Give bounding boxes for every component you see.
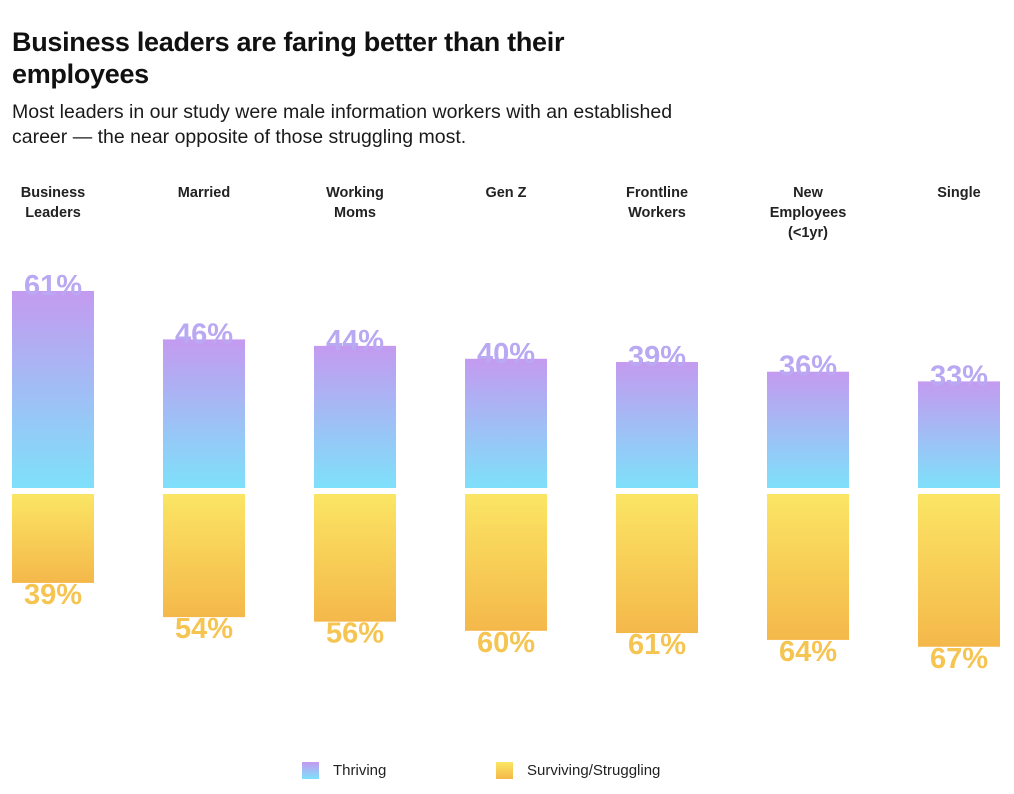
bar-surviving: [918, 494, 1000, 647]
bar-surviving: [767, 494, 849, 640]
bar-surviving: [163, 494, 245, 618]
legend-item-surviving: Surviving/Struggling: [496, 762, 660, 779]
data-label-thriving: 39%: [628, 341, 686, 373]
data-label-surviving: 54%: [175, 613, 233, 645]
data-label-thriving: 40%: [477, 338, 535, 370]
data-label-thriving: 46%: [175, 318, 233, 350]
data-label-surviving: 64%: [779, 636, 837, 668]
category-label: Gen Z: [485, 185, 526, 201]
bar-surviving: [12, 494, 94, 583]
category-label: Business Leaders: [21, 185, 85, 221]
bar-surviving: [314, 494, 396, 622]
bar-thriving: [616, 362, 698, 488]
legend-label-surviving: Surviving/Struggling: [527, 762, 661, 779]
data-label-thriving: 36%: [779, 351, 837, 383]
data-label-surviving: 60%: [477, 627, 535, 659]
bar-thriving: [163, 339, 245, 488]
data-label-surviving: 67%: [930, 643, 988, 675]
bar-thriving: [767, 371, 849, 488]
category-label: Single: [937, 185, 981, 201]
bar-surviving: [616, 494, 698, 634]
chart-title: Business leaders are faring better than …: [12, 27, 565, 89]
data-label-thriving: 44%: [326, 325, 384, 357]
data-label-surviving: 39%: [24, 579, 82, 611]
bar-surviving: [465, 494, 547, 631]
data-label-thriving: 33%: [930, 360, 988, 392]
category-label: New Employees (<1yr): [770, 185, 847, 241]
legend-swatch-surviving: [496, 762, 513, 779]
data-label-thriving: 61%: [24, 270, 82, 302]
data-label-surviving: 56%: [326, 618, 384, 650]
bar-thriving: [314, 345, 396, 488]
data-label-surviving: 61%: [628, 629, 686, 661]
category-label: Working Moms: [326, 185, 384, 221]
category-label: Married: [178, 185, 230, 201]
bar-thriving: [918, 381, 1000, 488]
bar-thriving: [465, 358, 547, 488]
legend-label-thriving: Thriving: [333, 762, 387, 779]
chart-subtitle: Most leaders in our study were male info…: [12, 101, 673, 148]
category-label: Frontline Workers: [626, 185, 688, 221]
legend-swatch-thriving: [302, 762, 319, 779]
legend-item-thriving: Thriving: [302, 762, 386, 779]
bar-thriving: [12, 290, 94, 488]
